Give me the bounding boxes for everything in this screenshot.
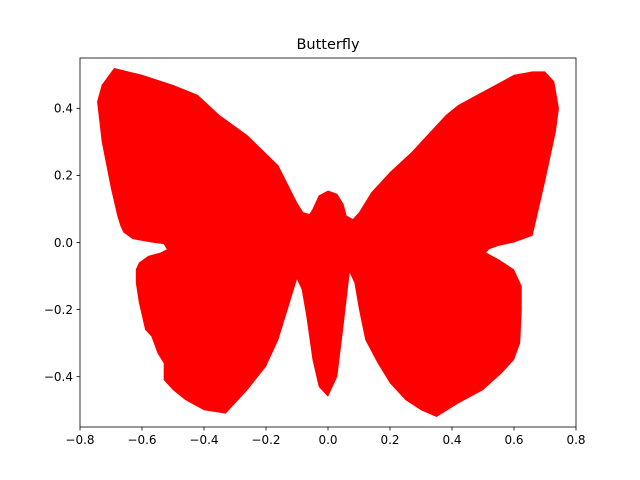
y-tick-label: −0.2 [44, 303, 73, 317]
x-tick-label: −0.2 [251, 433, 280, 447]
x-tick-label: 0.6 [504, 433, 523, 447]
butterfly-fill-0 [97, 68, 559, 417]
y-tick-label: 0.2 [54, 169, 73, 183]
x-tick-label: 0.2 [380, 433, 399, 447]
chart-title: Butterfly [296, 37, 360, 53]
x-tick-label: −0.6 [127, 433, 156, 447]
axes: −0.8 −0.6 −0.4 −0.2 0.0 0.2 0.4 0.6 0.8 −0.4 −0.2 0… [44, 57, 586, 447]
x-tick-label: 0.4 [442, 433, 461, 447]
y-tick-label: 0.0 [54, 236, 73, 250]
x-tick-label: 0.8 [566, 433, 585, 447]
y-tick-label: 0.4 [54, 102, 73, 116]
x-tick-label: 0.0 [318, 433, 337, 447]
y-tick-label: −0.4 [44, 370, 73, 384]
x-tick-label: −0.4 [189, 433, 218, 447]
plot-area [97, 68, 559, 417]
x-tick-label: −0.8 [65, 433, 94, 447]
